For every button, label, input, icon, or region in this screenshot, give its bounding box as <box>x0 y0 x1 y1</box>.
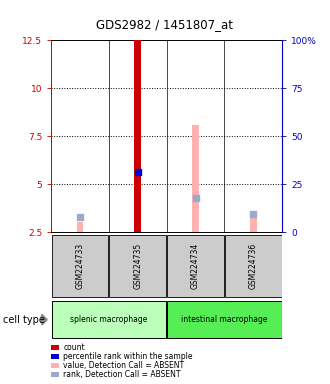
Bar <box>167 301 281 338</box>
Point <box>77 214 82 220</box>
Text: cell type: cell type <box>3 314 45 325</box>
Text: percentile rank within the sample: percentile rank within the sample <box>63 352 193 361</box>
Bar <box>167 235 224 297</box>
Text: rank, Detection Call = ABSENT: rank, Detection Call = ABSENT <box>63 369 181 379</box>
Bar <box>52 235 108 297</box>
Text: GSM224733: GSM224733 <box>76 243 84 289</box>
Bar <box>192 125 199 232</box>
Text: GSM224735: GSM224735 <box>133 243 142 289</box>
Bar <box>225 235 281 297</box>
Bar <box>250 217 257 232</box>
Text: GDS2982 / 1451807_at: GDS2982 / 1451807_at <box>96 18 234 31</box>
Bar <box>77 222 83 232</box>
Text: intestinal macrophage: intestinal macrophage <box>181 315 268 324</box>
Text: GSM224736: GSM224736 <box>249 243 258 289</box>
Point <box>251 211 256 217</box>
Text: splenic macrophage: splenic macrophage <box>70 315 148 324</box>
Bar <box>110 235 166 297</box>
Bar <box>52 301 166 338</box>
Text: GSM224734: GSM224734 <box>191 243 200 289</box>
Point <box>135 169 140 175</box>
Text: value, Detection Call = ABSENT: value, Detection Call = ABSENT <box>63 361 184 370</box>
Point <box>193 195 198 201</box>
Bar <box>134 40 141 232</box>
Text: count: count <box>63 343 85 352</box>
